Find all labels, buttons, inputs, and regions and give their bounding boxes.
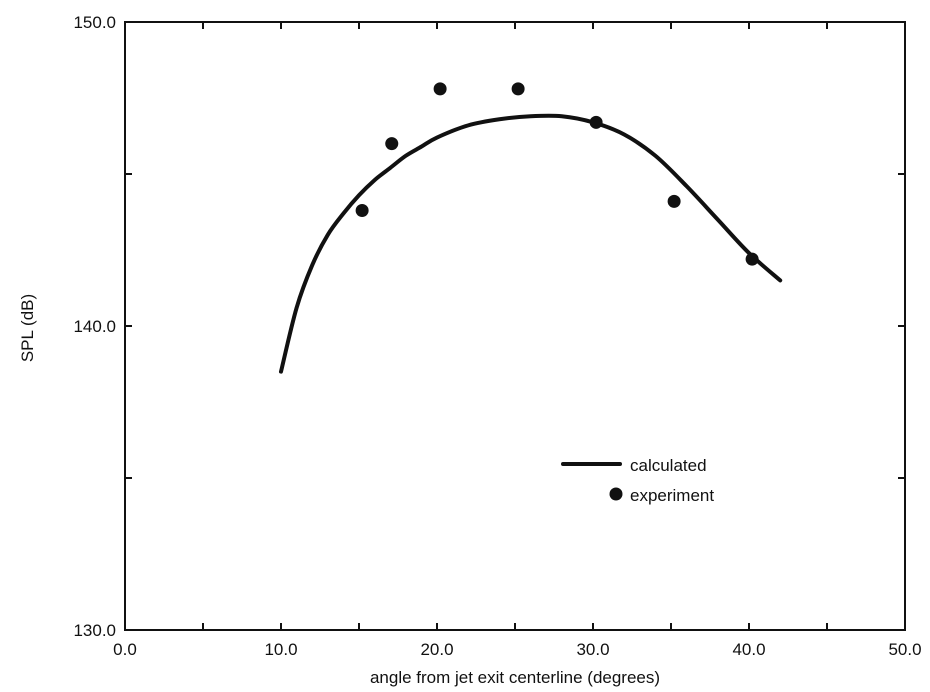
axis-ticks-group bbox=[124, 21, 906, 631]
x-tick-label: 10.0 bbox=[264, 640, 297, 659]
series-line-calculated bbox=[279, 113, 783, 374]
legend: calculated experiment bbox=[561, 456, 714, 505]
legend-marker-swatch bbox=[609, 487, 623, 501]
data-point-experiment bbox=[745, 252, 759, 266]
x-tick-labels-group: 0.0 10.0 20.0 30.0 40.0 50.0 bbox=[113, 640, 921, 659]
y-tick-label: 150.0 bbox=[73, 13, 116, 32]
y-axis-title: SPL (dB) bbox=[18, 294, 37, 362]
legend-label-experiment: experiment bbox=[630, 486, 714, 505]
x-tick-label: 40.0 bbox=[732, 640, 765, 659]
x-tick-label: 20.0 bbox=[420, 640, 453, 659]
data-point-experiment bbox=[433, 82, 447, 96]
series-group bbox=[279, 82, 783, 374]
plot-frame bbox=[124, 21, 906, 631]
data-point-experiment bbox=[511, 82, 525, 96]
plot-frame-group bbox=[124, 21, 906, 631]
legend-label-calculated: calculated bbox=[630, 456, 707, 475]
x-tick-label: 30.0 bbox=[576, 640, 609, 659]
x-tick-label: 50.0 bbox=[888, 640, 921, 659]
y-tick-label: 140.0 bbox=[73, 317, 116, 336]
y-tick-labels-group: 130.0 140.0 150.0 bbox=[73, 13, 116, 640]
x-axis-title: angle from jet exit centerline (degrees) bbox=[370, 668, 660, 687]
y-tick-label: 130.0 bbox=[73, 621, 116, 640]
data-point-experiment bbox=[589, 115, 603, 129]
data-point-experiment bbox=[667, 194, 681, 208]
data-point-experiment bbox=[385, 137, 399, 151]
data-point-experiment bbox=[355, 203, 369, 217]
x-tick-label: 0.0 bbox=[113, 640, 137, 659]
